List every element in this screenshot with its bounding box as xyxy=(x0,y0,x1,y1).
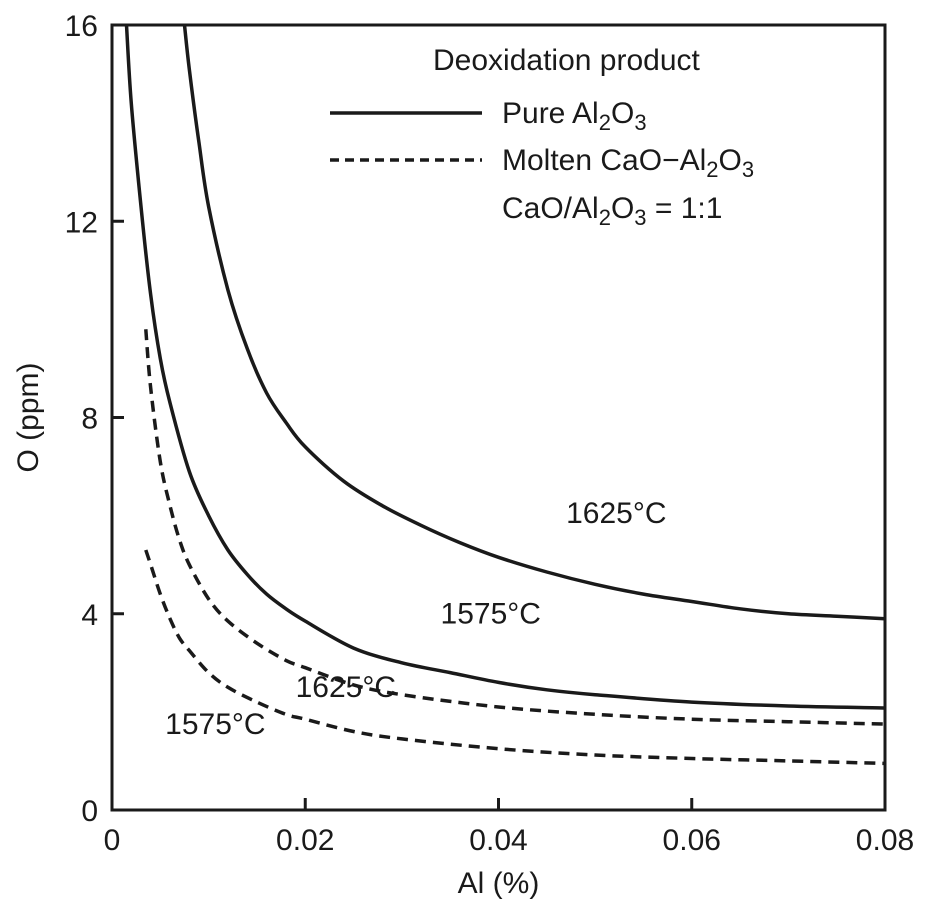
series-line-molten-1575 xyxy=(144,549,885,766)
legend-entry-solid: Pure Al2O3 xyxy=(502,97,647,135)
x-tick-label: 0.02 xyxy=(276,824,334,857)
series-line-molten-1625 xyxy=(144,329,885,726)
x-tick-label: 0.08 xyxy=(856,824,914,857)
y-tick-label: 8 xyxy=(81,403,98,436)
curves xyxy=(124,25,885,766)
series-line-pure-1625 xyxy=(182,25,885,621)
curve-label-pure-1625: 1625°C xyxy=(566,497,666,530)
curve-label-molten-1575: 1575°C xyxy=(165,708,265,741)
legend: Deoxidation product Pure Al2O3 Molten CaO−… xyxy=(330,44,754,230)
y-tick-label: 12 xyxy=(65,206,98,239)
legend-note: CaO/Al2O3 = 1:1 xyxy=(502,192,722,230)
x-tick-label: 0 xyxy=(104,824,121,857)
legend-title: Deoxidation product xyxy=(433,44,701,77)
plot-area xyxy=(110,23,887,812)
x-tick-label: 0.06 xyxy=(663,824,721,857)
axes: 0 0.02 0.04 0.06 0.08 0 4 8 12 16 Al (%) O (ppm) xyxy=(12,10,914,900)
curve-label-molten-1625: 1625°C xyxy=(296,671,396,704)
y-tick-label: 0 xyxy=(81,795,98,828)
plot-frame xyxy=(110,23,887,812)
curve-label-pure-1575: 1575°C xyxy=(441,598,541,631)
x-tick-label: 0.04 xyxy=(469,824,527,857)
y-tick-label: 16 xyxy=(65,10,98,43)
legend-entry-dashed: Molten CaO−Al2O3 xyxy=(502,144,754,182)
x-axis-title: Al (%) xyxy=(458,867,540,900)
y-tick-label: 4 xyxy=(81,599,98,632)
y-axis-title: O (ppm) xyxy=(12,362,45,472)
curve-labels: 1625°C 1575°C 1625°C 1575°C xyxy=(165,497,666,741)
series-line-pure-1575 xyxy=(124,25,885,710)
